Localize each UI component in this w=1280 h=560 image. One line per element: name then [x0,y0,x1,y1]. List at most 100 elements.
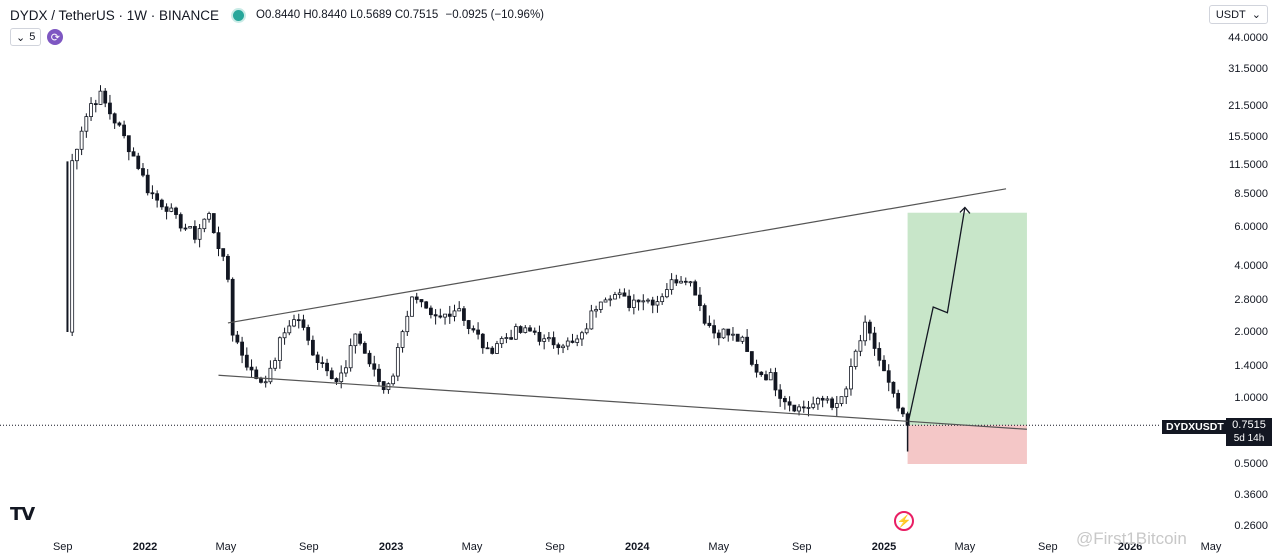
candle-body [240,341,244,356]
flash-icon[interactable]: ⚡ [894,511,914,531]
candle-body [268,367,273,383]
candle-body [395,347,400,377]
candle-body [282,332,287,339]
candle-body [617,292,622,295]
candle-body [254,369,259,379]
time-tick-label: May [954,541,976,553]
price-tick-label: 1.0000 [1234,392,1268,404]
candle-body [707,322,712,326]
candle-body [537,331,542,342]
market-status-icon [233,9,245,21]
candle-body [197,228,202,240]
bar-countdown: 5d 14h [1233,433,1265,444]
time-tick-label: Sep [299,541,319,553]
trendline-upper [227,188,1007,324]
candle-body [410,296,414,317]
time-tick-label: Sep [1038,541,1058,553]
candle-body [235,334,240,343]
candle-body [306,327,311,341]
candle-body [320,362,325,365]
close-value: C0.7515 [394,9,439,21]
candle-body [159,199,164,208]
candle-body [900,407,905,415]
candle-body [674,279,679,284]
candle-body [358,333,362,344]
candle-body [211,213,216,234]
candle-body [731,333,735,336]
candle-body [513,326,518,340]
candle-body [570,340,575,343]
candle-body [169,207,174,212]
candle-body [622,292,627,297]
last-price-label: 0.7515 5d 14h [1226,418,1272,446]
candle-body [641,300,646,303]
candle-body [433,314,438,317]
candle-body [424,301,429,309]
candle-body [523,327,528,333]
candle-body [103,90,108,104]
candle-body [377,368,381,382]
candle-body [315,354,320,364]
candle-body [221,248,226,257]
candle-body [726,328,731,336]
ohlc-values: O0.8440 H0.8440 L0.5689 C0.7515 −0.0925 … [256,9,544,21]
candle-body [891,381,896,394]
candle-body [141,168,145,176]
price-tick-label: 44.0000 [1228,31,1268,44]
candle-body [428,307,433,316]
candle-body [362,342,367,354]
time-tick-label: 2026 [1117,541,1143,553]
candle-body [778,389,783,399]
candle-body [178,214,183,229]
candle-body [754,363,759,373]
candle-body [853,350,858,367]
candle-body [773,372,778,391]
candle-body [542,338,547,342]
candle-body [565,340,570,347]
candle-body [249,366,254,371]
candle-body [688,281,693,284]
price-tick-label: 15.5000 [1228,131,1268,144]
indicator-toggle-button[interactable]: ⌄ 5 [10,28,42,46]
candle-body [679,280,683,284]
candle-body [457,308,462,312]
sync-icon[interactable]: ⟳ [47,29,64,45]
candle-body [207,213,211,220]
candle-body [405,315,410,333]
candle-body [259,378,263,383]
candle-body [301,319,306,328]
candle-body [735,333,740,342]
candle-body [636,299,641,303]
candle-body [580,332,584,340]
tradingview-logo[interactable]: TV [10,504,35,525]
indicator-count: 5 [29,31,36,43]
candle-body [716,332,721,339]
candle-body [882,359,886,372]
candle-body [867,321,872,334]
symbol-title[interactable]: DYDX / TetherUS · 1W · BINANCE [10,7,220,23]
candle-body [584,328,589,334]
price-tick-label: 21.5000 [1228,99,1268,112]
candle-body [188,226,193,229]
candle-body [811,403,816,408]
currency-selector[interactable]: USDT ⌄ [1208,5,1268,24]
time-tick-label: 2025 [871,541,897,553]
candle-body [712,325,716,334]
candle-body [263,381,268,384]
candle-body [325,362,329,372]
time-tick-label: Sep [545,541,565,553]
candle-body [480,333,485,349]
trendline-lower [218,374,1027,430]
candle-body [74,148,79,162]
candle-body [292,319,296,327]
candle-body [452,310,457,317]
candle-body [721,328,726,339]
candle-body [277,337,282,361]
candle-body [863,321,868,342]
candle-body [546,337,551,340]
price-tick-label: 8.5000 [1234,188,1268,201]
candle-body [613,294,617,300]
candle-body [683,280,688,283]
candle-body [886,370,891,383]
